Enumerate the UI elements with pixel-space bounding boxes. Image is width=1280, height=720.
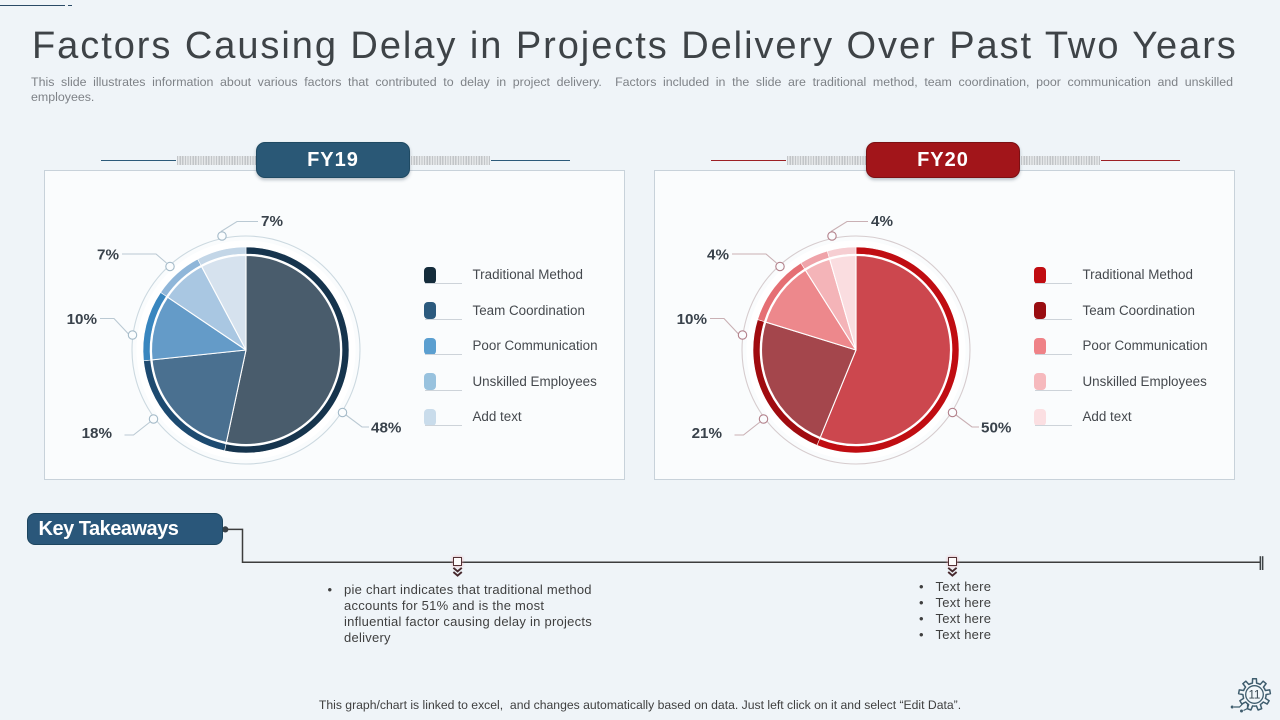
svg-text:10%: 10%	[677, 311, 708, 328]
svg-text:11: 11	[1249, 690, 1261, 702]
svg-text:7%: 7%	[261, 213, 283, 230]
svg-text:48%: 48%	[371, 420, 402, 437]
svg-text:10%: 10%	[67, 311, 98, 328]
svg-text:18%: 18%	[82, 425, 113, 442]
svg-text:4%: 4%	[871, 213, 893, 230]
svg-text:7%: 7%	[97, 247, 119, 264]
svg-text:4%: 4%	[707, 247, 729, 264]
svg-text:21%: 21%	[692, 425, 723, 442]
svg-text:50%: 50%	[981, 420, 1012, 437]
